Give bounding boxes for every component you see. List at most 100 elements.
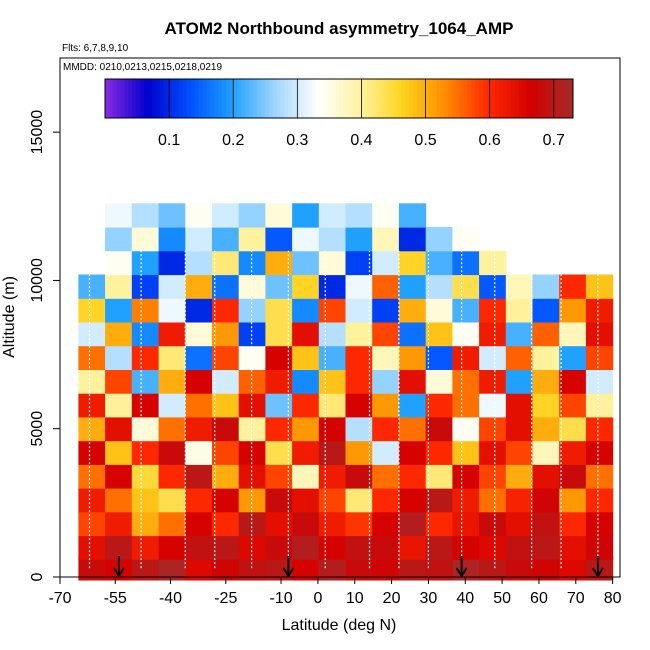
heatmap-cell (452, 393, 480, 418)
colorbar-segment (467, 79, 473, 118)
heatmap-cell (345, 556, 373, 581)
colorbar-segment (136, 79, 141, 118)
heatmap-cell (131, 321, 160, 347)
heatmap-cell (292, 535, 320, 560)
heatmap-cell (292, 464, 320, 489)
heatmap-cell (585, 274, 614, 299)
heatmap-cell (292, 227, 320, 252)
heatmap-cell (105, 393, 133, 418)
heatmap-cell (372, 369, 400, 394)
colorbar-segment (444, 79, 449, 118)
heatmap-cell (559, 369, 587, 394)
heatmap-cell (559, 345, 587, 370)
heatmap-cell (238, 511, 266, 537)
heatmap-cell (131, 535, 160, 560)
heatmap-cell (292, 274, 320, 299)
heatmap-cell (238, 274, 266, 299)
x-tick-label: -10 (269, 590, 292, 607)
heatmap-cell (559, 535, 587, 560)
heatmap-cell (585, 369, 614, 394)
heatmap-cell (212, 511, 240, 537)
colorbar-segment (253, 79, 258, 118)
heatmap-cell (345, 488, 373, 513)
heatmap-cell (105, 345, 133, 370)
heatmap-cell (212, 345, 240, 370)
heatmap-cell (212, 274, 240, 299)
heatmap-cell (532, 298, 560, 323)
heatmap-cell (78, 274, 106, 299)
colorbar-segment (144, 79, 149, 118)
heatmap-cell (78, 511, 106, 537)
colorbar-segment (112, 79, 118, 118)
heatmap-cell (292, 298, 320, 323)
heatmap-cell (292, 203, 320, 228)
heatmap-cell (505, 369, 534, 394)
heatmap-cell (292, 440, 320, 465)
colorbar-segment (327, 79, 332, 118)
x-axis-label: Latitude (deg N) (282, 617, 397, 634)
heatmap-cell (479, 464, 507, 489)
colorbar-segment (526, 79, 531, 118)
colorbar-segment (510, 79, 515, 118)
heatmap-cell (292, 511, 320, 537)
colorbar-segment (167, 79, 172, 118)
heatmap-cell (425, 556, 453, 581)
colorbar-segment (175, 79, 180, 118)
heatmap-cell (398, 345, 427, 370)
heatmap-cell (78, 488, 106, 513)
colorbar-segment (506, 79, 512, 118)
colorbar-segment (498, 79, 504, 118)
heatmap-cell (532, 393, 560, 418)
colorbar-segment (288, 79, 293, 118)
heatmap-cell (158, 488, 186, 513)
heatmap-cell (345, 416, 373, 442)
heatmap-cell (505, 321, 534, 347)
heatmap-cell (238, 345, 266, 370)
colorbar-segment (261, 79, 266, 118)
heatmap-cell (238, 369, 266, 394)
colorbar-segment (280, 79, 285, 118)
flights-label: Flts: 6,7,8,9,10 (62, 43, 129, 54)
colorbar-segment (471, 79, 476, 118)
colorbar-segment (225, 79, 231, 118)
heatmap-cell (479, 440, 507, 465)
heatmap-cell (238, 393, 266, 418)
heatmap-cell (505, 298, 534, 323)
colorbar-segment (537, 79, 543, 118)
heatmap-cell (318, 440, 347, 465)
heatmap-cell (452, 227, 480, 252)
heatmap-cell (158, 203, 186, 228)
heatmap-cell (372, 298, 400, 323)
y-axis-label: Altitude (m) (1, 276, 18, 358)
heatmap-cell (425, 250, 453, 276)
colorbar-segment (206, 79, 211, 118)
heatmap-cell (158, 321, 186, 347)
heatmap-cell (212, 250, 240, 276)
heatmap-cell (585, 511, 614, 537)
heatmap-cell (131, 440, 160, 465)
heatmap-cell (479, 488, 507, 513)
heatmap-cell (105, 416, 133, 442)
heatmap-cell (345, 440, 373, 465)
colorbar-segment (393, 79, 398, 118)
colorbar-segment (124, 79, 129, 118)
heatmap-cell (105, 440, 133, 465)
heatmap-cell (398, 321, 427, 347)
colorbar-segment (339, 79, 344, 118)
x-tick-label: -55 (104, 590, 127, 607)
heatmap-cell (185, 298, 213, 323)
colorbar-segment (565, 79, 570, 118)
heatmap-cell (292, 556, 320, 581)
heatmap-cell (212, 203, 240, 228)
heatmap-cell (185, 227, 213, 252)
heatmap-cell (505, 393, 534, 418)
colorbar-segment (237, 79, 242, 118)
heatmap-cell (158, 345, 186, 370)
colorbar-segment (432, 79, 437, 118)
heatmap-cell (158, 440, 186, 465)
heatmap-cell (585, 556, 614, 581)
heatmap-cell (479, 298, 507, 323)
heatmap-cell (238, 535, 266, 560)
heatmap-cell (318, 345, 347, 370)
heatmap-cell (345, 393, 373, 418)
